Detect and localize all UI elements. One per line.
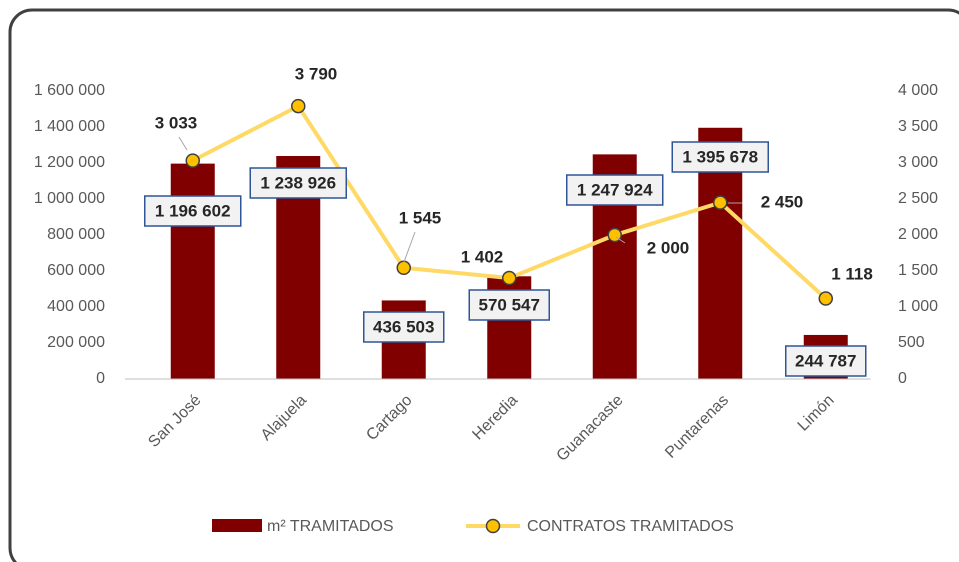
data-label: 2 000 (647, 238, 690, 257)
data-label-box (249, 167, 347, 199)
y2-tick-label: 4 000 (898, 82, 938, 99)
legend-label: CONTRATOS TRAMITADOS (527, 518, 734, 535)
data-label: 436 503 (373, 317, 434, 336)
data-label-box (566, 174, 664, 206)
leader-line (403, 231, 416, 263)
leader-line (178, 136, 188, 151)
legend-swatch (212, 519, 262, 532)
line-marker (713, 195, 728, 210)
chart-frame (8, 8, 959, 562)
x-tick-label: Guanacaste (554, 392, 627, 465)
data-label: 244 787 (795, 351, 856, 370)
x-tick-label: Puntarenas (662, 392, 732, 462)
legend-label: m² TRAMITADOS (267, 518, 394, 535)
y-tick-label: 0 (96, 370, 105, 387)
x-tick-label: Cartago (363, 392, 415, 444)
data-label: 570 547 (479, 295, 540, 314)
line-marker (396, 260, 411, 276)
data-label: 3 033 (155, 113, 198, 132)
data-label-box (468, 289, 550, 321)
data-label: 1 545 (399, 208, 442, 227)
y-tick-label: 400 000 (47, 298, 105, 315)
line-marker (185, 153, 200, 168)
data-label: 1 238 926 (260, 173, 336, 192)
data-label-box (785, 345, 867, 377)
data-label: 1 395 678 (682, 147, 758, 166)
y2-tick-label: 1 000 (898, 298, 938, 315)
line-marker (818, 291, 833, 306)
y-tick-label: 1 600 000 (34, 82, 105, 99)
leader-line (615, 236, 626, 244)
y2-tick-label: 3 500 (898, 118, 938, 135)
data-label-box (363, 311, 445, 343)
x-tick-label: Alajuela (258, 392, 310, 444)
y-tick-label: 1 200 000 (34, 154, 105, 171)
data-label: 1 196 602 (155, 201, 231, 220)
y2-tick-label: 2 500 (898, 190, 938, 207)
data-label: 1 118 (831, 264, 873, 283)
y-tick-label: 800 000 (47, 226, 105, 243)
data-label-box (671, 141, 769, 173)
data-label: 3 790 (295, 64, 338, 83)
x-tick-label: Limón (795, 392, 838, 435)
data-label: 1 402 (461, 247, 504, 266)
y2-tick-label: 0 (898, 370, 907, 387)
x-tick-label: Heredia (469, 392, 521, 444)
y2-tick-label: 500 (898, 334, 925, 351)
y2-tick-label: 2 000 (898, 226, 938, 243)
y2-tick-label: 1 500 (898, 262, 938, 279)
y-tick-label: 1 000 000 (34, 190, 105, 207)
x-tick-label: San José (145, 392, 204, 451)
line-marker (502, 270, 517, 286)
y-tick-label: 200 000 (47, 334, 105, 351)
data-label: 2 450 (761, 192, 804, 211)
data-label-box (144, 195, 242, 227)
line-marker (291, 98, 306, 114)
y-tick-label: 600 000 (47, 262, 105, 279)
y-tick-label: 1 400 000 (34, 118, 105, 135)
legend-marker (485, 518, 501, 534)
y2-tick-label: 3 000 (898, 154, 938, 171)
data-label: 1 247 924 (577, 180, 653, 199)
